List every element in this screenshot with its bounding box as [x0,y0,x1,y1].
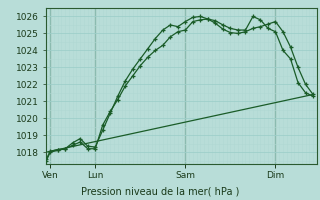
Text: Pression niveau de la mer( hPa ): Pression niveau de la mer( hPa ) [81,186,239,196]
